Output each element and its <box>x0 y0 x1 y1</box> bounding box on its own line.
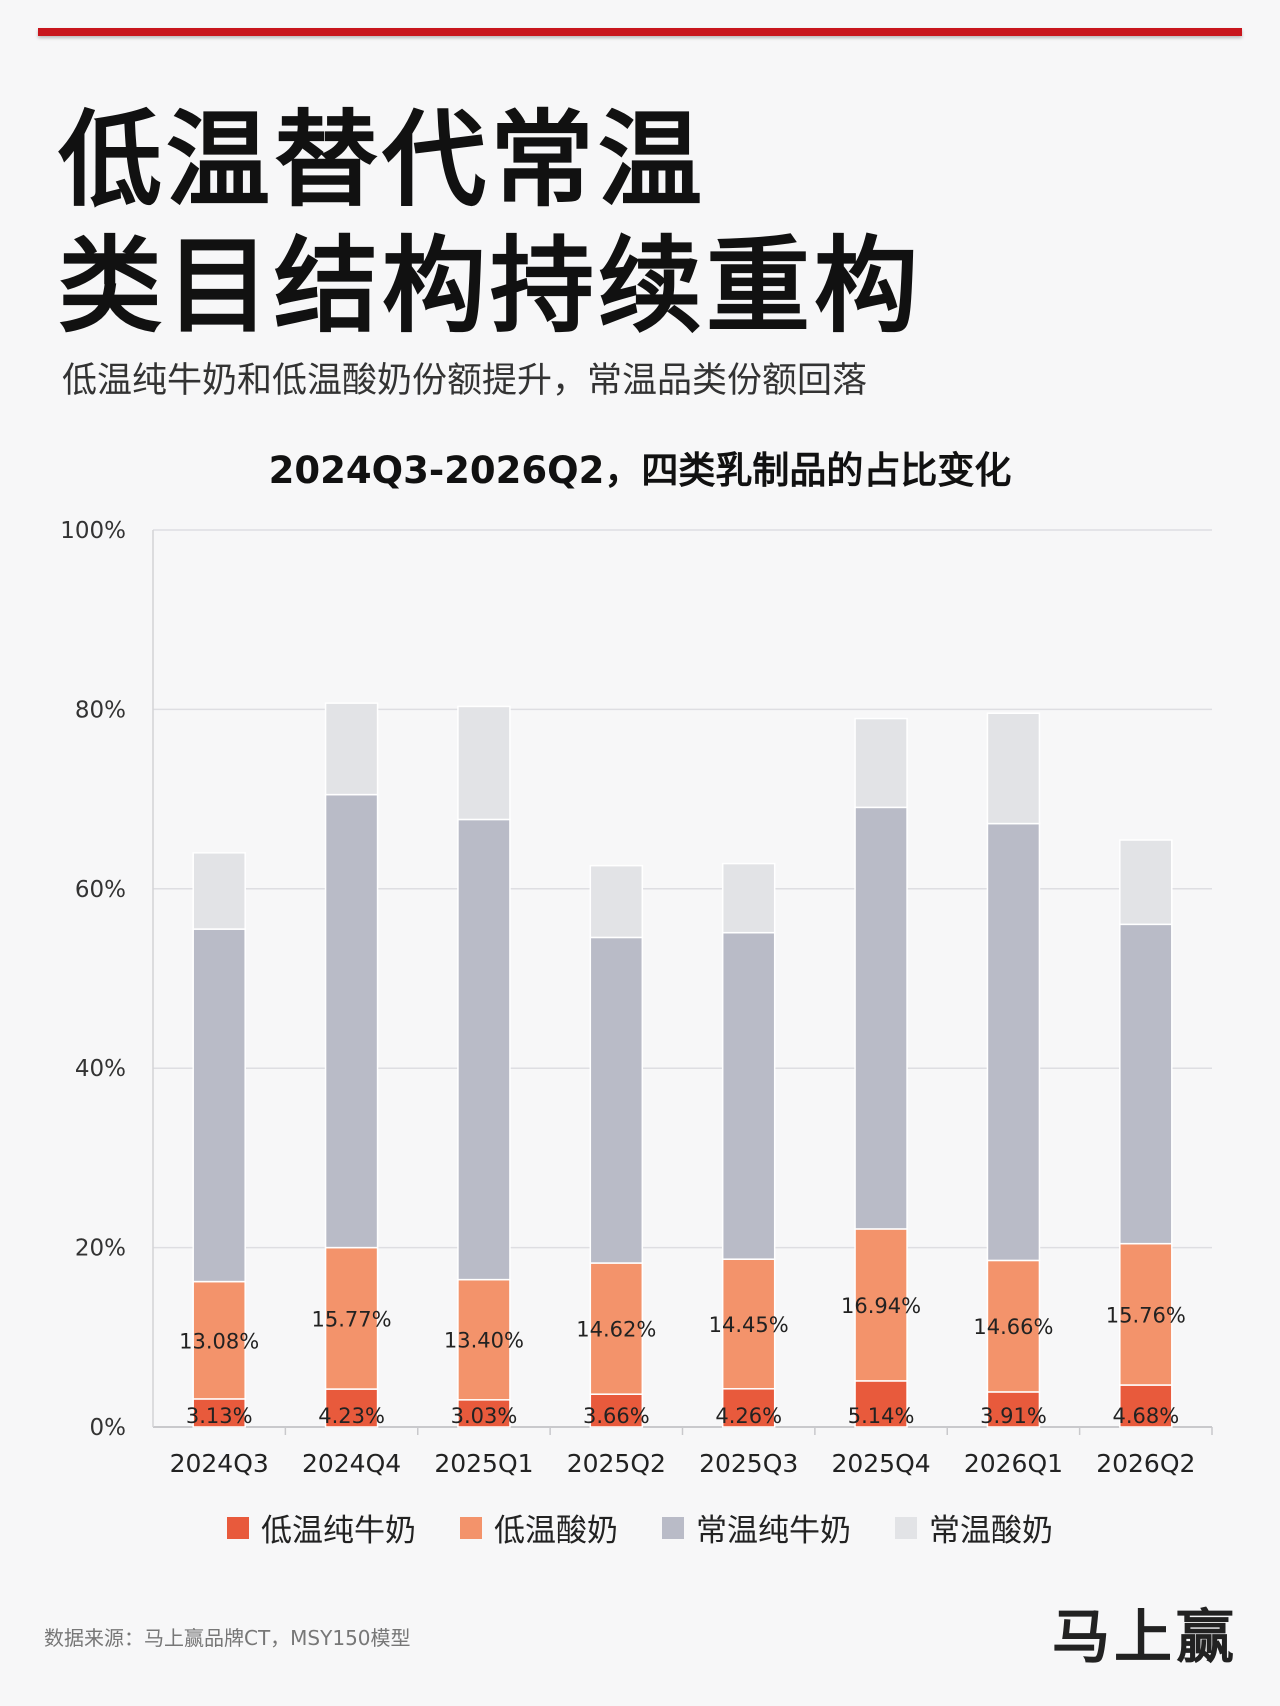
y-tick-label: 60% <box>75 877 126 903</box>
bar-segment <box>457 818 511 1281</box>
legend-label: 常温纯牛奶 <box>696 1513 851 1549</box>
legend-swatch <box>460 1516 482 1539</box>
data-label: 4.23% <box>318 1404 385 1428</box>
legend-label: 低温酸奶 <box>494 1513 618 1549</box>
x-tick-label: 2024Q4 <box>302 1449 401 1478</box>
chart-title: 2024Q3-2026Q2，四类乳制品的占比变化 <box>268 449 1012 492</box>
bar-segment <box>986 712 1041 825</box>
y-tick-label: 20% <box>75 1236 126 1262</box>
y-tick-label: 0% <box>90 1415 127 1441</box>
data-label: 5.14% <box>848 1404 915 1428</box>
data-label: 13.40% <box>444 1329 524 1353</box>
bar-segment <box>1119 1242 1173 1386</box>
bar-segment <box>986 1391 1041 1428</box>
data-source-note: 数据来源：马上赢品牌CT，MSY150模型 <box>44 1626 411 1650</box>
x-tick-label: 2024Q3 <box>170 1449 269 1478</box>
stacked-bar-chart: 0% 20% 40% 60% 80% 100% 3.13% 13.08% 2024Q3 4.23%… <box>60 518 1213 1478</box>
data-label: 16.94% <box>841 1294 921 1318</box>
bar-segment <box>589 864 644 939</box>
x-tick-label: 2025Q3 <box>699 1449 798 1478</box>
legend-swatch <box>895 1516 917 1539</box>
subtitle: 低温纯牛奶和低温酸奶份额提升，常温品类份额回落 <box>62 361 868 401</box>
legend-label: 低温纯牛奶 <box>261 1513 416 1549</box>
bar-segment <box>192 928 246 1283</box>
x-tick-label: 2025Q4 <box>831 1449 930 1478</box>
bar-segment <box>457 705 511 821</box>
bar-segment <box>986 1259 1041 1393</box>
data-label: 13.08% <box>179 1329 259 1353</box>
bar-segment <box>1119 923 1173 1245</box>
bar-segment <box>1119 1384 1173 1428</box>
bar-segment <box>1119 839 1173 926</box>
y-tick-label: 40% <box>75 1056 126 1082</box>
bar-segment <box>457 1278 511 1401</box>
headline-line-1: 低温替代常温 <box>58 99 707 221</box>
brand-logo: 马上赢 <box>1051 1603 1238 1671</box>
data-label: 3.66% <box>583 1404 650 1428</box>
data-label: 14.62% <box>576 1318 656 1342</box>
legend-swatch <box>227 1516 249 1539</box>
data-label: 14.45% <box>709 1313 789 1337</box>
bar-segment <box>721 862 776 934</box>
legend-item: 常温纯牛奶 <box>662 1505 851 1550</box>
x-tick-label: 2026Q2 <box>1096 1449 1195 1478</box>
bar-segment <box>324 793 379 1249</box>
bar-segment <box>854 806 908 1230</box>
data-label: 4.68% <box>1112 1404 1179 1428</box>
y-tick-label: 100% <box>60 518 126 544</box>
legend-swatch <box>662 1516 684 1539</box>
bar-segment <box>986 822 1041 1262</box>
bar-segment <box>854 1228 908 1382</box>
legend-item: 低温纯牛奶 <box>227 1505 416 1550</box>
data-label: 15.76% <box>1106 1303 1186 1327</box>
bar-segment <box>854 717 908 809</box>
x-tick-label: 2026Q1 <box>964 1449 1063 1478</box>
bar-segment <box>721 931 776 1260</box>
bar-segment <box>192 1398 246 1428</box>
bar-segment <box>457 1399 511 1428</box>
data-label: 4.26% <box>715 1404 782 1428</box>
chart-legend: 低温纯牛奶 低温酸奶 常温纯牛奶 常温酸奶 <box>0 1505 1280 1550</box>
data-label: 15.77% <box>312 1307 392 1331</box>
data-label: 3.03% <box>451 1404 518 1428</box>
x-tick-label: 2025Q1 <box>434 1449 533 1478</box>
bar-segment <box>324 1246 379 1390</box>
bar-segment <box>324 702 379 796</box>
headline-line-2: 类目结构持续重构 <box>58 225 923 347</box>
x-tick-label: 2025Q2 <box>567 1449 666 1478</box>
data-label: 3.13% <box>186 1404 253 1428</box>
legend-item: 低温酸奶 <box>460 1505 618 1550</box>
bar-segment <box>721 1258 776 1390</box>
y-tick-label: 80% <box>75 697 126 723</box>
legend-item: 常温酸奶 <box>895 1505 1053 1550</box>
bar-segment <box>192 852 246 930</box>
data-label: 14.66% <box>973 1315 1053 1339</box>
bar-segment <box>192 1280 246 1400</box>
top-accent-bar <box>38 28 1242 36</box>
legend-label: 常温酸奶 <box>929 1513 1053 1549</box>
bar-segment <box>589 936 644 1264</box>
data-label: 3.91% <box>980 1404 1047 1428</box>
